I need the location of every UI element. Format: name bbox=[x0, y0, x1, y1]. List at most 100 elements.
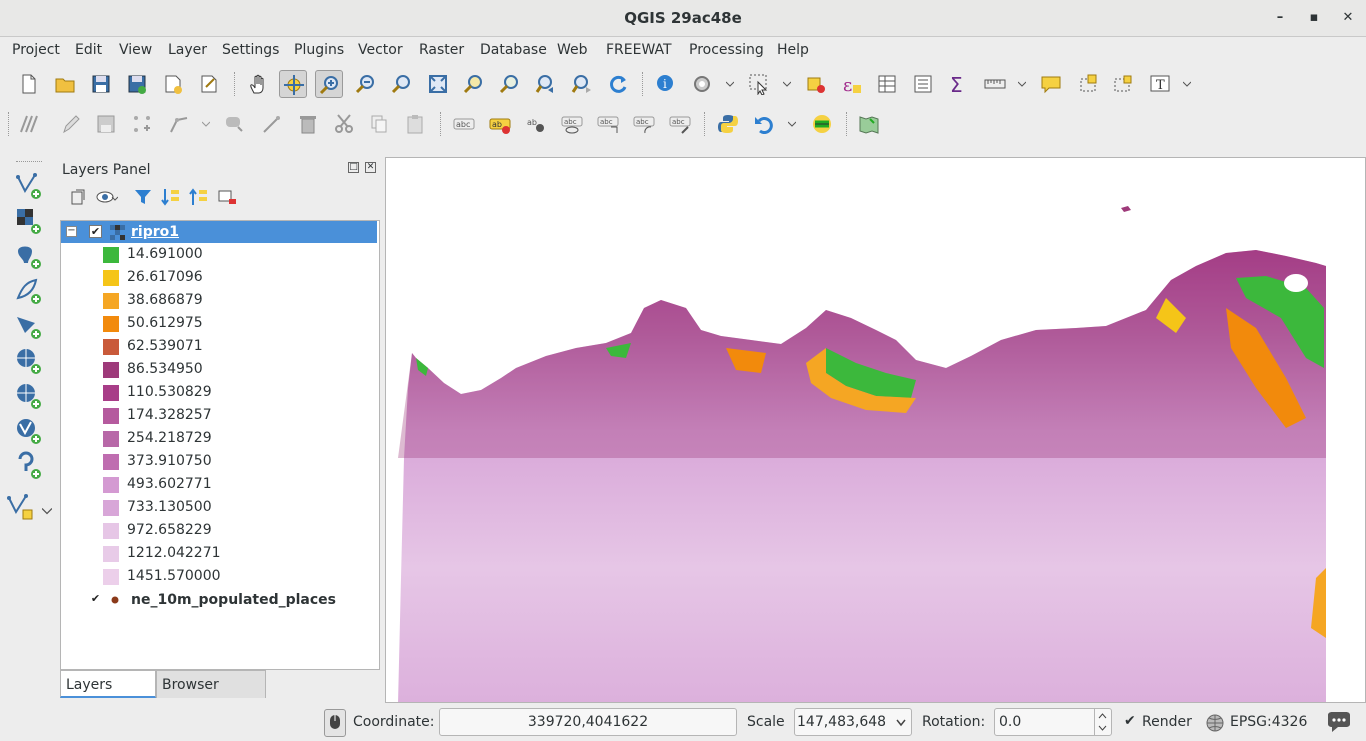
current-edits-icon[interactable] bbox=[15, 110, 43, 138]
menu-web[interactable]: Web bbox=[557, 42, 588, 58]
add-spatialite-layer-icon[interactable] bbox=[14, 276, 44, 306]
menu-plugins[interactable]: Plugins bbox=[294, 42, 345, 58]
tab-layers-panel[interactable]: Layers Panel bbox=[60, 670, 156, 721]
zoom-to-layer-icon[interactable] bbox=[496, 70, 524, 98]
add-wcs-layer-icon[interactable] bbox=[14, 381, 44, 411]
attribute-table-icon[interactable] bbox=[873, 70, 901, 98]
zoom-to-selection-icon[interactable] bbox=[460, 70, 488, 98]
open-project-icon[interactable] bbox=[51, 70, 79, 98]
menu-freewat[interactable]: FREEWAT bbox=[606, 42, 672, 58]
menu-project[interactable]: Project bbox=[12, 42, 60, 58]
layer-visibility-checkbox[interactable]: ✔ bbox=[89, 225, 102, 238]
deselect-icon[interactable] bbox=[802, 70, 830, 98]
globe-icon[interactable] bbox=[1205, 713, 1225, 733]
coordinate-field[interactable]: 339720,4041622 bbox=[439, 708, 737, 736]
chevron-down-icon[interactable] bbox=[788, 120, 796, 128]
layer-visibility-checkbox[interactable]: ✔ bbox=[90, 592, 101, 605]
show-hide-labels-icon[interactable]: abc bbox=[558, 110, 586, 138]
chevron-down-icon[interactable] bbox=[726, 80, 734, 88]
chevron-down-icon[interactable] bbox=[1183, 80, 1191, 88]
show-bookmarks-icon[interactable] bbox=[1109, 70, 1137, 98]
zoom-native-icon[interactable] bbox=[388, 70, 416, 98]
map-canvas[interactable] bbox=[385, 157, 1366, 703]
zoom-full-icon[interactable] bbox=[424, 70, 452, 98]
eye-icon[interactable] bbox=[96, 186, 120, 210]
add-vector-layer-icon[interactable] bbox=[14, 171, 44, 201]
pan-to-selection-icon[interactable] bbox=[279, 70, 307, 98]
measure-icon[interactable] bbox=[981, 70, 1009, 98]
layer-row-ripro1[interactable]: − ✔ ripro1 bbox=[61, 221, 377, 243]
refresh-icon[interactable] bbox=[604, 70, 632, 98]
menu-processing[interactable]: Processing bbox=[689, 42, 764, 58]
identify-icon[interactable]: i bbox=[652, 70, 680, 98]
add-feature-icon[interactable] bbox=[128, 110, 156, 138]
menu-vector[interactable]: Vector bbox=[358, 42, 403, 58]
select-by-expression-icon[interactable]: ε bbox=[838, 70, 866, 98]
chevron-up-icon[interactable] bbox=[1098, 712, 1107, 719]
add-delimited-text-layer-icon[interactable] bbox=[14, 451, 44, 481]
maximize-button[interactable]: ▪ bbox=[1309, 10, 1319, 25]
node-tool-icon[interactable] bbox=[258, 110, 286, 138]
plugin-map-icon[interactable] bbox=[855, 110, 883, 138]
new-shapefile-layer-icon[interactable] bbox=[6, 492, 36, 522]
layout-manager-icon[interactable] bbox=[195, 70, 223, 98]
paste-icon[interactable] bbox=[401, 110, 429, 138]
rotate-label-icon[interactable]: abc bbox=[630, 110, 658, 138]
save-project-icon[interactable] bbox=[87, 70, 115, 98]
float-panel-button[interactable]: □ bbox=[348, 162, 359, 173]
label-icon[interactable]: abc bbox=[450, 110, 478, 138]
move-label-icon[interactable]: abc bbox=[594, 110, 622, 138]
collapse-toggle[interactable]: − bbox=[66, 225, 77, 237]
render-checkbox[interactable]: ✔ bbox=[1124, 713, 1136, 729]
zoom-out-icon[interactable] bbox=[352, 70, 380, 98]
change-label-icon[interactable]: abc bbox=[666, 110, 694, 138]
new-project-icon[interactable] bbox=[15, 70, 43, 98]
add-wms-layer-icon[interactable] bbox=[14, 346, 44, 376]
map-tips-icon[interactable] bbox=[1037, 70, 1065, 98]
new-bookmark-icon[interactable] bbox=[1074, 70, 1102, 98]
add-raster-layer-icon[interactable] bbox=[14, 206, 44, 236]
undo-icon[interactable] bbox=[750, 110, 778, 138]
open-layer-styling-icon[interactable] bbox=[68, 186, 92, 210]
vertex-tool-icon[interactable] bbox=[165, 110, 193, 138]
messages-icon[interactable] bbox=[1326, 711, 1352, 733]
add-mssql-layer-icon[interactable] bbox=[14, 311, 44, 341]
zoom-last-icon[interactable] bbox=[532, 70, 560, 98]
new-print-layout-icon[interactable] bbox=[159, 70, 187, 98]
remove-layer-icon[interactable] bbox=[216, 186, 240, 210]
freewat-sync-icon[interactable] bbox=[808, 110, 836, 138]
menu-help[interactable]: Help bbox=[777, 42, 809, 58]
menu-view[interactable]: View bbox=[119, 42, 153, 58]
scale-combobox[interactable]: 147,483,648 bbox=[794, 708, 912, 736]
menu-edit[interactable]: Edit bbox=[75, 42, 103, 58]
filter-icon[interactable] bbox=[132, 186, 156, 210]
chevron-down-icon[interactable] bbox=[202, 120, 210, 128]
zoom-in-icon[interactable] bbox=[315, 70, 343, 98]
cut-icon[interactable] bbox=[330, 110, 358, 138]
pin-labels-icon[interactable]: ab bbox=[522, 110, 550, 138]
text-annotation-icon[interactable]: T bbox=[1146, 70, 1174, 98]
delete-icon[interactable] bbox=[294, 110, 322, 138]
collapse-all-icon[interactable] bbox=[188, 186, 212, 210]
python-console-icon[interactable] bbox=[714, 110, 742, 138]
crs-label[interactable]: EPSG:4326 bbox=[1230, 714, 1308, 730]
save-edits-icon[interactable] bbox=[92, 110, 120, 138]
chevron-down-icon[interactable] bbox=[1018, 80, 1026, 88]
save-as-icon[interactable] bbox=[123, 70, 151, 98]
minimize-button[interactable]: – bbox=[1276, 10, 1284, 25]
add-postgis-layer-icon[interactable] bbox=[14, 241, 44, 271]
chevron-down-icon[interactable] bbox=[783, 80, 791, 88]
copy-icon[interactable] bbox=[365, 110, 393, 138]
close-button[interactable]: ✕ bbox=[1342, 10, 1354, 25]
spin-buttons[interactable] bbox=[1094, 709, 1111, 735]
rotation-spinbox[interactable]: 0.0 bbox=[994, 708, 1112, 736]
chevron-down-icon[interactable] bbox=[1098, 725, 1107, 732]
add-wfs-layer-icon[interactable] bbox=[14, 416, 44, 446]
expand-all-icon[interactable] bbox=[160, 186, 184, 210]
menu-raster[interactable]: Raster bbox=[419, 42, 465, 58]
move-feature-icon[interactable] bbox=[221, 110, 249, 138]
layer-row-ne-10m-populated-places[interactable]: ✔ ne_10m_populated_places bbox=[61, 589, 377, 611]
layer-labeling-icon[interactable]: ab bbox=[486, 110, 514, 138]
close-panel-button[interactable]: ✕ bbox=[365, 162, 376, 173]
action-icon[interactable] bbox=[688, 70, 716, 98]
